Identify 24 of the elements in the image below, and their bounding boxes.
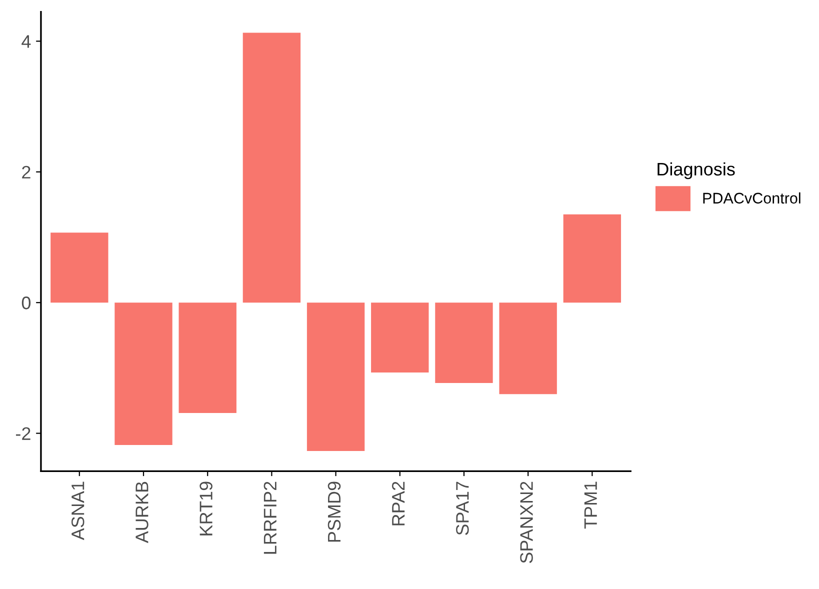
x-tick-label: SPA17 xyxy=(456,482,469,535)
bar xyxy=(306,302,365,451)
bar xyxy=(435,302,493,383)
x-tick-label: KRT19 xyxy=(200,482,212,536)
y-tick-label: 2 xyxy=(22,166,30,178)
bar xyxy=(50,232,108,303)
bar xyxy=(178,302,236,414)
legend-label: PDACvControl xyxy=(703,192,800,204)
y-tick-label: -2 xyxy=(16,427,30,440)
x-tick-label: AURKB xyxy=(136,482,148,544)
y-tick-label: 4 xyxy=(22,35,31,48)
x-tick-label: LRRFIP2 xyxy=(264,482,276,554)
bar xyxy=(499,302,557,394)
bar xyxy=(114,302,172,446)
x-tick-label: SPANXN2 xyxy=(520,482,533,564)
bar xyxy=(563,214,622,303)
bar xyxy=(371,302,429,373)
legend-title: Diagnosis xyxy=(658,162,735,180)
x-tick-label: TPM1 xyxy=(584,482,597,529)
x-tick-label: PSMD9 xyxy=(328,482,341,542)
x-tick-label: RPA2 xyxy=(392,482,405,526)
y-tick-label: 0 xyxy=(22,296,31,310)
bar xyxy=(242,32,301,303)
x-tick-label: ASNA1 xyxy=(71,482,84,540)
